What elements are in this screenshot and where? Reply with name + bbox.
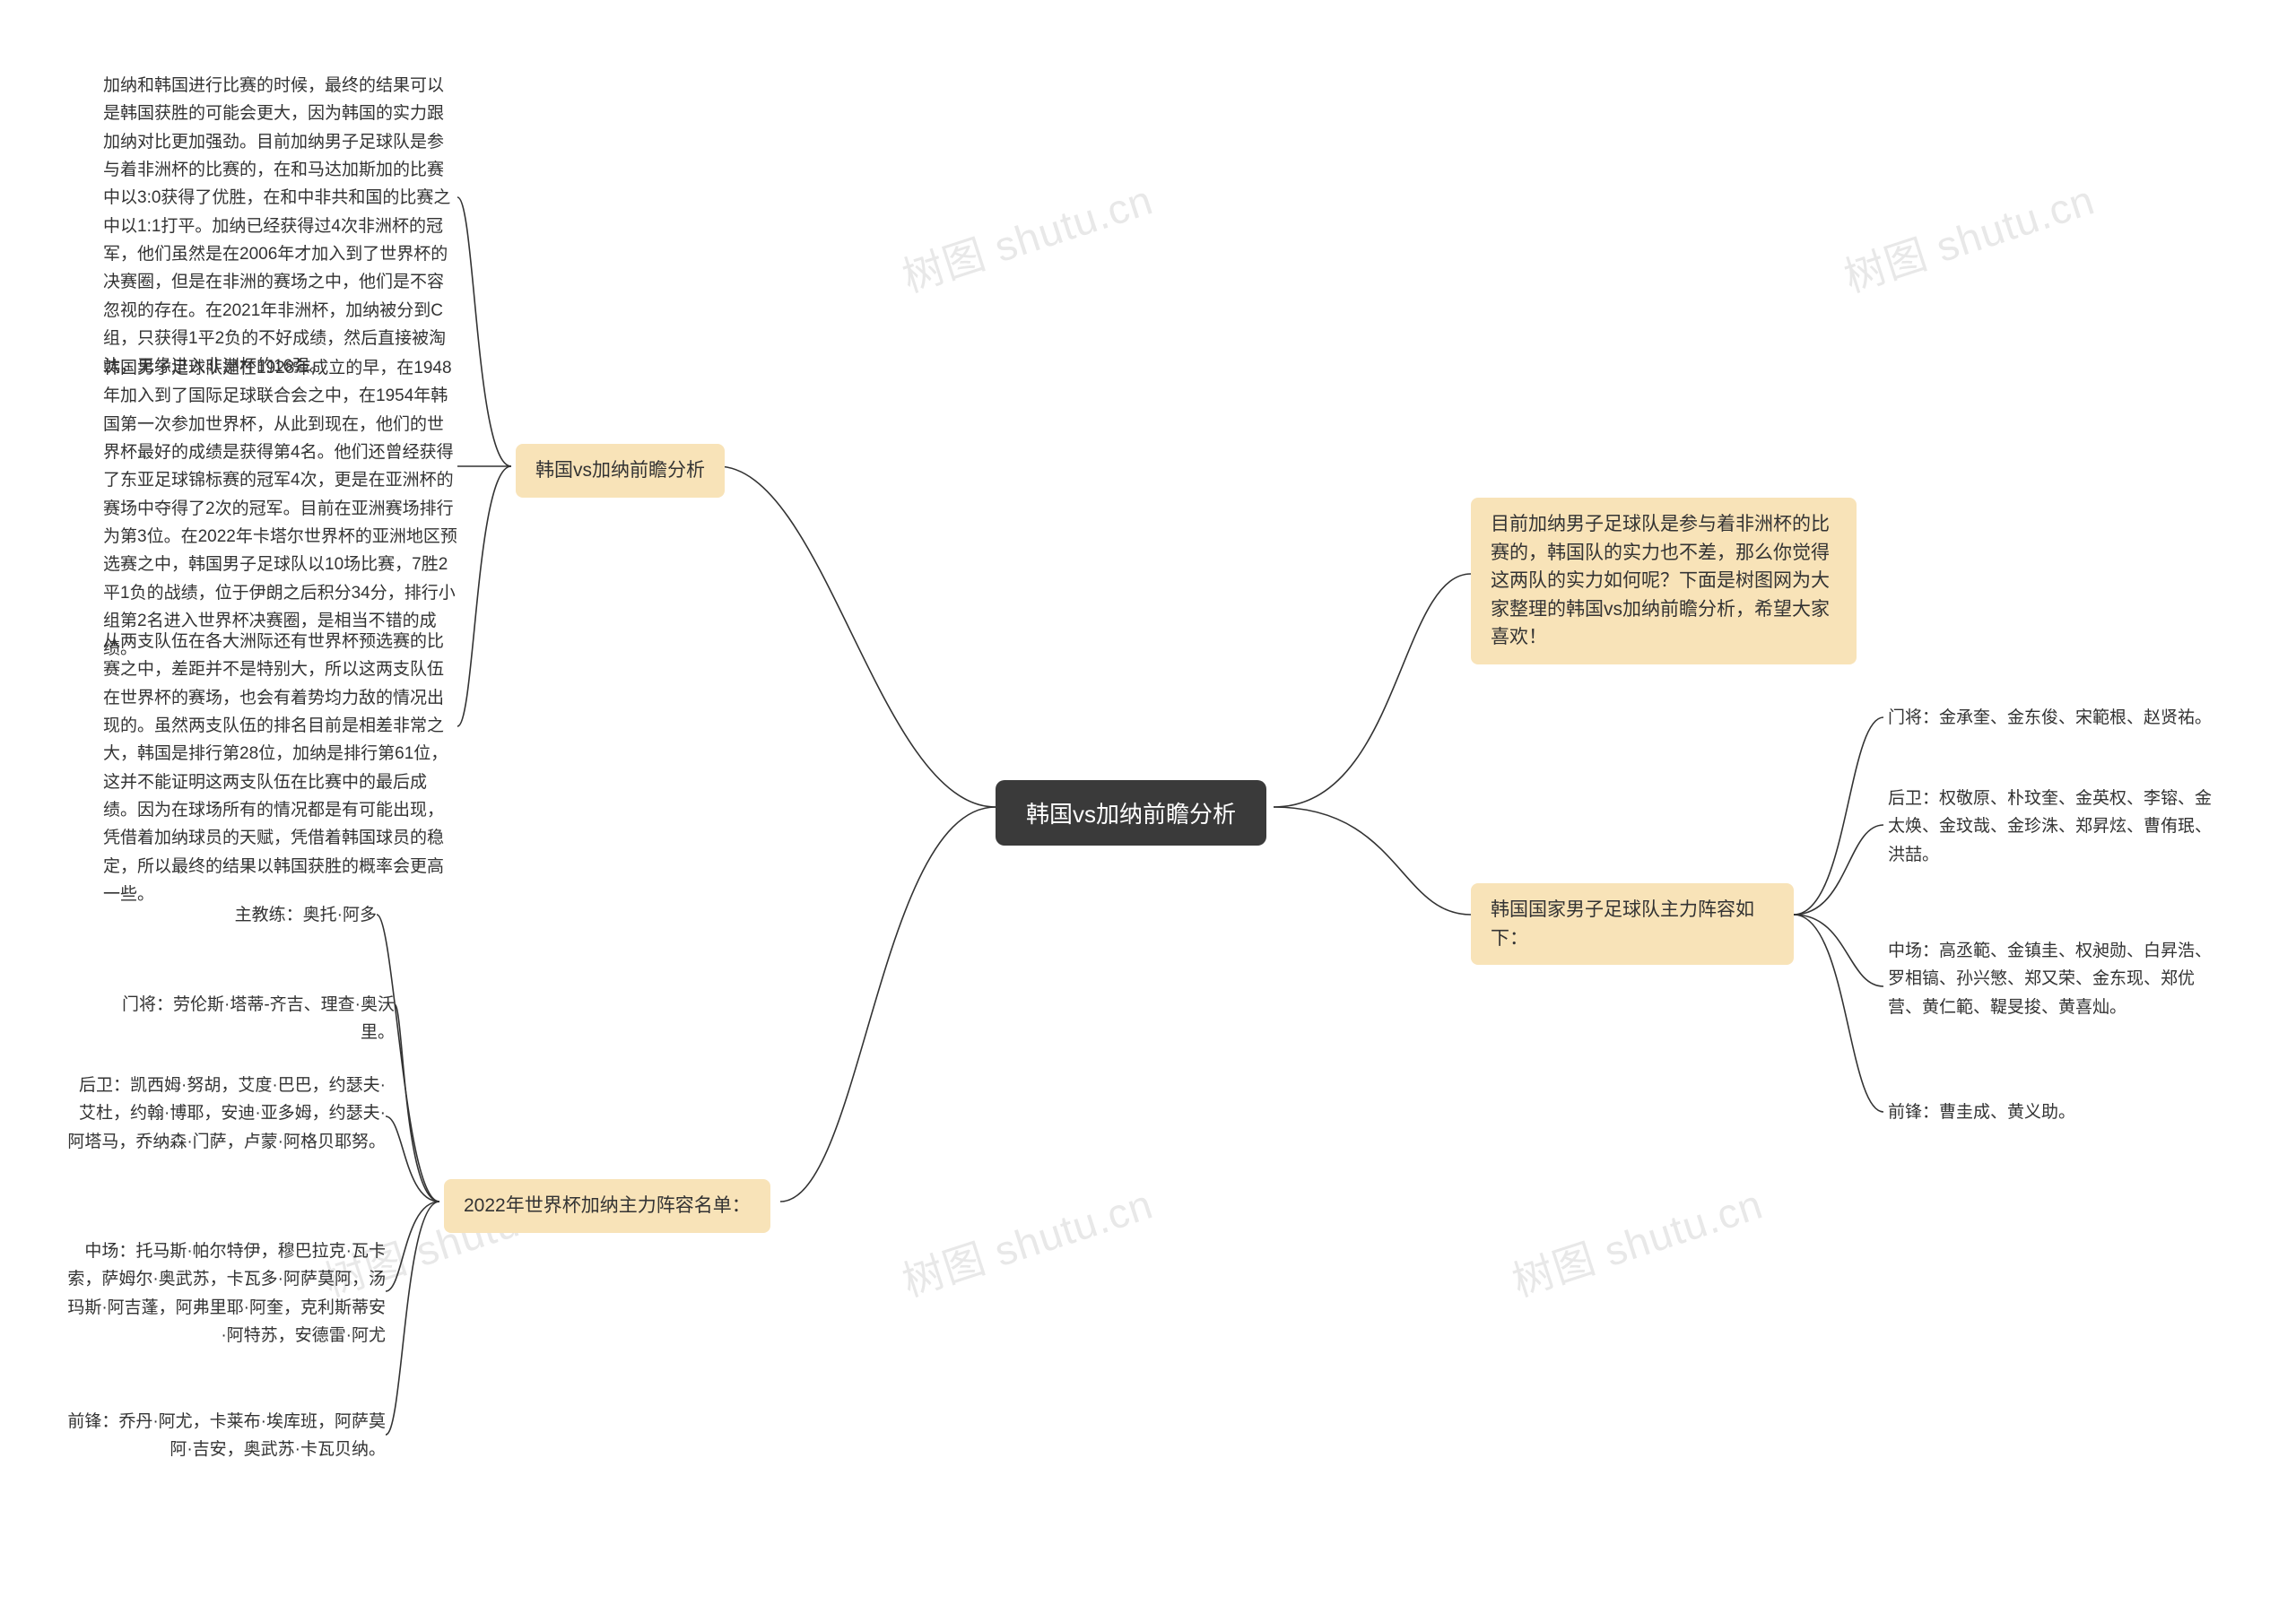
leaf-korea-fw: 前锋：曹圭成、黄义助。 (1888, 1098, 2220, 1126)
watermark: 树图 shutu.cn (1836, 168, 2101, 304)
leaf-analysis-p1: 加纳和韩国进行比赛的时候，最终的结果可以是韩国获胜的可能会更大，因为韩国的实力跟… (103, 72, 457, 381)
leaf-korea-df: 后卫：权敬原、朴玟奎、金英权、李镕、金太焕、金玟哉、金珍洙、郑昇炫、曹侑珉、洪喆… (1888, 785, 2220, 869)
leaf-ghana-mf: 中场：托马斯·帕尔特伊，穆巴拉克·瓦卡索，萨姆尔·奥武苏，卡瓦多·阿萨莫阿，汤玛… (67, 1237, 386, 1350)
center-node: 韩国vs加纳前瞻分析 (996, 780, 1266, 846)
leaf-ghana-coach: 主教练：奥托·阿多 (215, 901, 377, 929)
leaf-analysis-p3: 从两支队伍在各大洲际还有世界杯预选赛的比赛之中，差距并不是特别大，所以这两支队伍… (103, 628, 457, 908)
leaf-ghana-gk: 门将：劳伦斯·塔蒂-齐吉、理查·奥沃里。 (90, 991, 395, 1047)
leaf-ghana-df: 后卫：凯西姆·努胡，艾度·巴巴，约瑟夫·艾杜，约翰·博耶，安迪·亚多姆，约瑟夫·… (67, 1072, 386, 1156)
watermark: 树图 shutu.cn (894, 168, 1160, 304)
branch-intro: 目前加纳男子足球队是参与着非洲杯的比赛的，韩国队的实力也不差，那么你觉得这两队的… (1471, 498, 1857, 664)
watermark: 树图 shutu.cn (1504, 1172, 1770, 1308)
branch-korea-squad: 韩国国家男子足球队主力阵容如下： (1471, 883, 1794, 965)
leaf-analysis-p2: 韩国男子足球队是在1928年成立的早，在1948年加入到了国际足球联合会之中，在… (103, 354, 457, 664)
leaf-korea-mf: 中场：高丞範、金镇圭、权昶勋、白昇浩、罗相镐、孙兴慜、郑又荣、金东现、郑优营、黄… (1888, 937, 2220, 1021)
watermark: 树图 shutu.cn (894, 1172, 1160, 1308)
leaf-korea-gk: 门将：金承奎、金东俊、宋範根、赵贤祐。 (1888, 704, 2220, 732)
leaf-ghana-fw: 前锋：乔丹·阿尤，卡莱布·埃库班，阿萨莫阿·吉安，奥武苏·卡瓦贝纳。 (67, 1408, 386, 1464)
branch-ghana-squad: 2022年世界杯加纳主力阵容名单： (444, 1179, 770, 1233)
branch-analysis: 韩国vs加纳前瞻分析 (516, 444, 725, 498)
